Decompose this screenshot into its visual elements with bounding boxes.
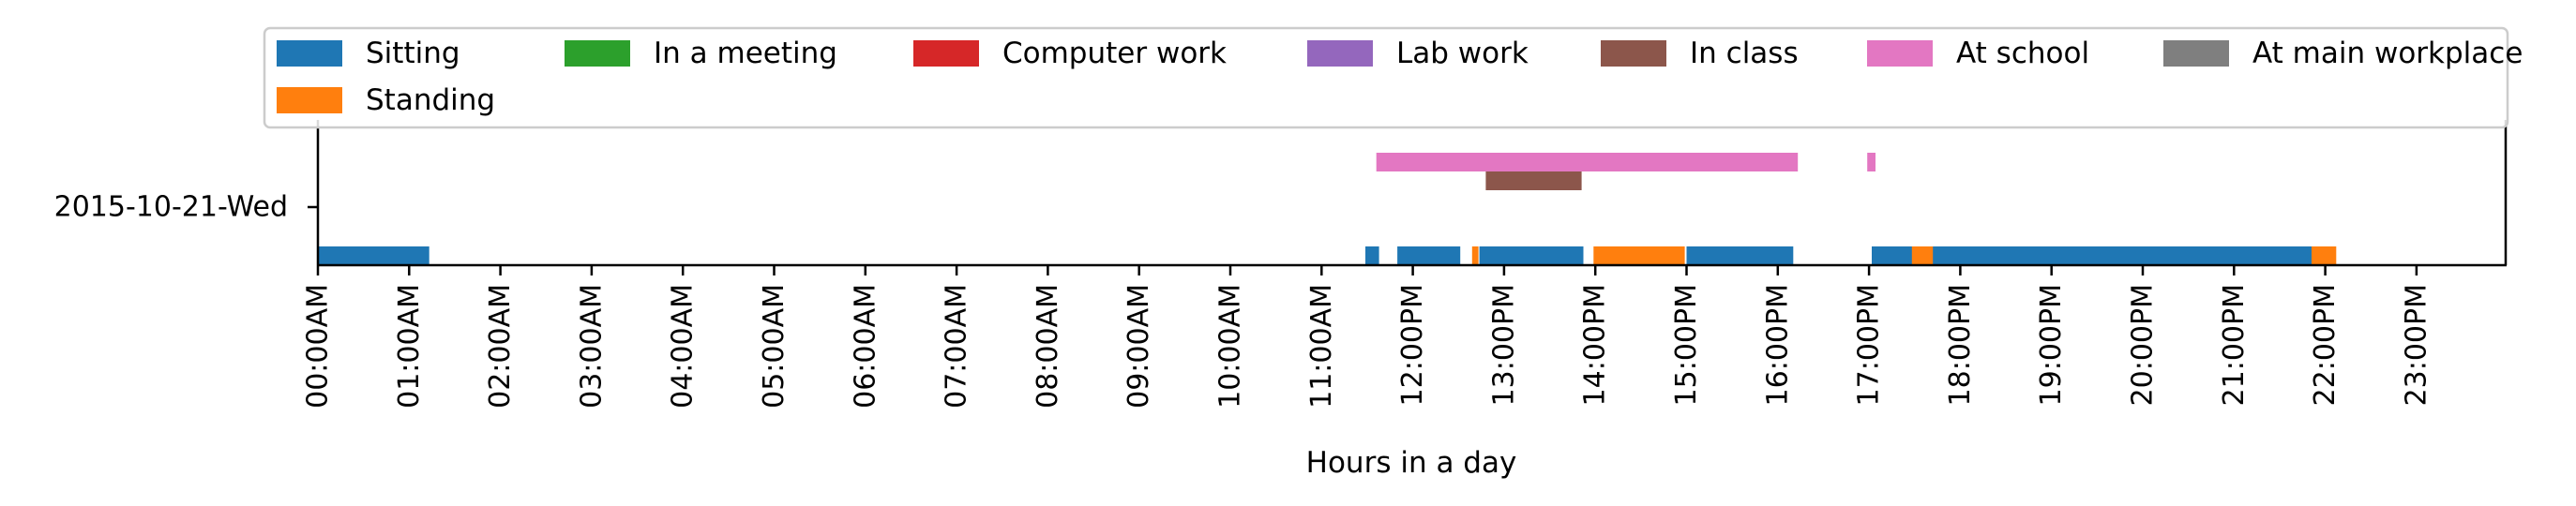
bar-standing (1471, 246, 1479, 265)
bar-standing (2312, 246, 2337, 265)
legend-swatch-in-a-meeting (565, 40, 630, 67)
x-tick-label: 20:00PM (2127, 284, 2160, 406)
x-tick-label: 12:00PM (1396, 284, 1429, 406)
x-tick-label: 05:00AM (758, 284, 791, 409)
bar-sitting (1397, 246, 1461, 265)
legend-swatch-lab-work (1307, 40, 1373, 67)
x-tick-label: 21:00PM (2218, 284, 2251, 406)
bar-sitting (318, 246, 429, 265)
legend-swatch-at-main-workplace (2163, 40, 2229, 67)
x-tick-label: 15:00PM (1670, 284, 1703, 406)
bars-layer (318, 153, 2337, 265)
bar-sitting (1686, 246, 1794, 265)
legend-label-standing: Standing (366, 83, 495, 117)
legend-frame (263, 26, 2509, 129)
legend-label-at-school: At school (1956, 37, 2089, 70)
legend-label-in-class: In class (1690, 37, 1799, 70)
legend-label-computer-work: Computer work (1002, 37, 1227, 70)
legend-label-lab-work: Lab work (1396, 37, 1529, 70)
x-tick-label: 16:00PM (1761, 284, 1794, 406)
x-tick-label: 23:00PM (2400, 284, 2433, 406)
legend-label-at-main-workplace: At main workplace (2252, 37, 2523, 70)
legend-swatch-in-class (1601, 40, 1666, 67)
y-tick-label: 2015-10-21-Wed (54, 191, 288, 224)
x-tick-label: 00:00AM (302, 284, 335, 409)
bar-at-school (1867, 153, 1876, 171)
x-tick-label: 03:00AM (575, 284, 608, 409)
x-tick-label: 18:00PM (1944, 284, 1977, 406)
bar-at-school (1376, 153, 1799, 171)
x-tick-label: 19:00PM (2035, 284, 2068, 406)
y-axis-ticks: 2015-10-21-Wed (54, 191, 318, 224)
bar-standing (1593, 246, 1685, 265)
x-tick-label: 09:00AM (1122, 284, 1155, 409)
x-tick-label: 14:00PM (1579, 284, 1612, 406)
legend-label-in-a-meeting: In a meeting (654, 37, 837, 70)
bar-sitting (1479, 246, 1584, 265)
x-tick-label: 10:00AM (1214, 284, 1247, 409)
bar-sitting (1365, 246, 1379, 265)
legend-swatch-standing (277, 87, 342, 113)
x-tick-label: 17:00PM (1853, 284, 1886, 406)
x-tick-label: 02:00AM (484, 284, 517, 409)
legend-swatch-sitting (277, 40, 342, 67)
x-tick-label: 06:00AM (849, 284, 881, 409)
bar-in-class (1485, 171, 1582, 190)
x-axis-ticks: 00:00AM 01:00AM 02:00AM 03:00AM 04:00AM 05:00… (302, 265, 2433, 409)
bar-standing (1911, 246, 1934, 265)
x-tick-label: 07:00AM (941, 284, 973, 409)
bar-sitting (1872, 246, 1913, 265)
x-tick-label: 22:00PM (2309, 284, 2342, 406)
x-tick-label: 01:00AM (393, 284, 426, 409)
bar-sitting (1931, 246, 2312, 265)
legend-swatch-computer-work (913, 40, 979, 67)
legend-swatch-at-school (1867, 40, 1933, 67)
x-tick-label: 04:00AM (667, 284, 700, 409)
x-axis-title: Hours in a day (1306, 446, 1517, 480)
x-tick-label: 11:00AM (1305, 284, 1338, 409)
legend: Sitting In a meeting Computer work Lab work… (263, 26, 2523, 129)
x-tick-label: 08:00AM (1032, 284, 1064, 409)
legend-label-sitting: Sitting (366, 37, 460, 70)
x-tick-label: 13:00PM (1487, 284, 1520, 406)
